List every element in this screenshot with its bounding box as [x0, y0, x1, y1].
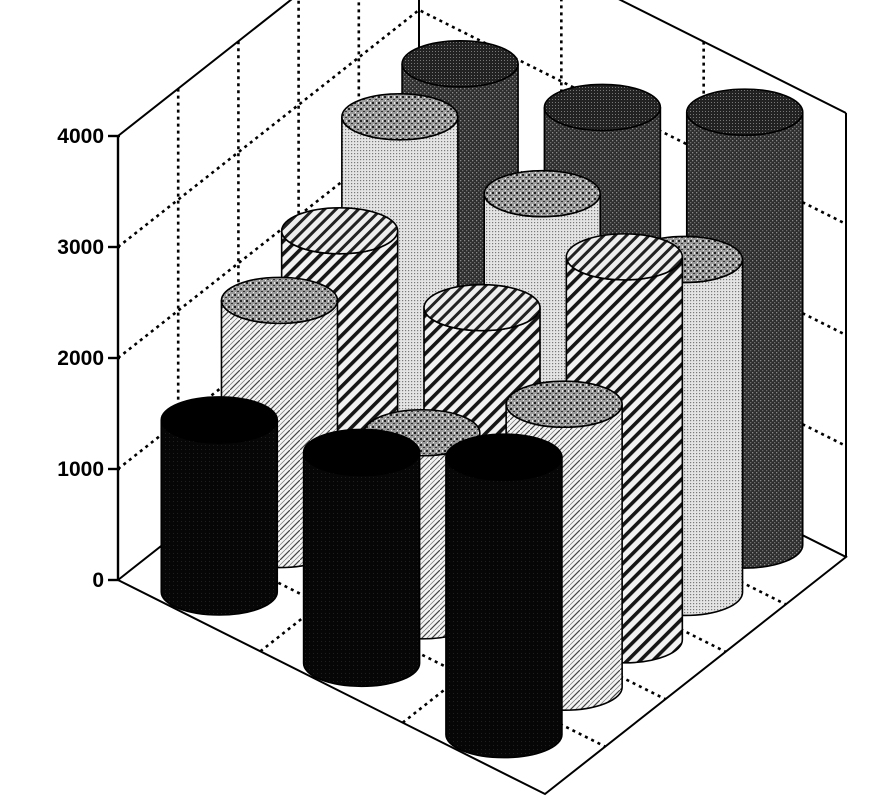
bar-top — [483, 169, 602, 218]
bar-row5-col1 — [160, 396, 279, 616]
bar-body — [160, 419, 279, 616]
bar-top — [423, 283, 541, 332]
bar-top — [302, 428, 421, 477]
bar-top — [543, 83, 662, 132]
z-axis-tick-label: 0 — [92, 569, 104, 592]
bar-top — [401, 40, 519, 88]
bar-body — [445, 457, 563, 759]
z-axis-tick-label: 2000 — [57, 347, 104, 370]
bar-row5-col3 — [445, 433, 563, 759]
bar-top — [505, 380, 623, 428]
bar-body — [302, 452, 421, 688]
bar-top — [280, 206, 399, 255]
bar-row5-col2 — [302, 428, 421, 688]
bar-top — [445, 433, 563, 481]
bar-top — [160, 396, 279, 444]
bar-top — [220, 276, 339, 325]
bar-top — [565, 233, 684, 281]
z-axis-tick-label: 1000 — [57, 458, 104, 481]
bar-top — [685, 88, 804, 136]
z-axis-tick-label: 4000 — [57, 125, 104, 148]
bar-top — [341, 92, 459, 141]
z-axis-tick-label: 3000 — [57, 236, 104, 259]
